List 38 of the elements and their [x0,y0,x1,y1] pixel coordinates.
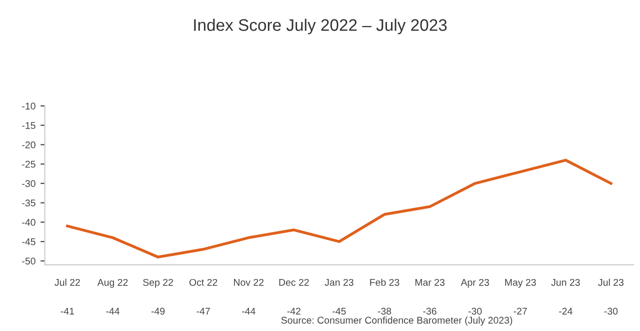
data-label: -36 [423,308,436,315]
x-tick-label: Nov 22 [234,278,264,286]
y-tick-label: -10 [22,102,36,110]
x-tick-label: Aug 22 [97,278,128,288]
x-tick-label: Jan 23 [324,278,354,286]
y-tick-label: -45 [22,238,36,246]
source-note: Source: Consumer Confidence Barometer (July 2023) [281,316,512,326]
y-tick-label: -25 [22,160,36,168]
x-tick-label: Jul 22 [54,278,80,286]
line-series [66,158,612,258]
y-tick-label: -35 [22,200,36,206]
data-label: -41 [60,308,74,315]
y-tick-label: -40 [22,218,36,226]
x-tick-label: Jun 23 [551,278,580,286]
y-tick-label: -50 [22,258,36,265]
y-tick-label: -30 [22,180,36,188]
x-tick-label: May 23 [505,278,536,288]
x-tick-label: Feb 23 [370,278,400,286]
data-label: -38 [378,308,392,315]
data-label: -44 [106,308,120,315]
x-tick-label: Dec 22 [279,278,309,286]
data-label: -30 [604,308,618,315]
y-tick-label: -20 [22,141,36,148]
x-tick-label: Jul 23 [598,278,624,286]
x-tick-label: Apr 23 [460,278,489,288]
data-label: -47 [196,308,210,315]
x-tick-label: Mar 23 [415,278,444,286]
data-label: -27 [514,308,527,315]
data-label: -45 [332,308,346,315]
data-label: -30 [468,308,482,315]
y-tick-label: -15 [22,122,36,129]
data-label: -24 [559,308,572,315]
chart-title: Index Score July 2022 – July 2023 [194,18,447,34]
data-label: -42 [287,308,300,315]
data-label: -49 [151,308,165,315]
x-tick-label: Oct 22 [189,278,218,286]
data-label: -44 [242,308,256,315]
x-tick-label: Sep 22 [143,278,173,288]
